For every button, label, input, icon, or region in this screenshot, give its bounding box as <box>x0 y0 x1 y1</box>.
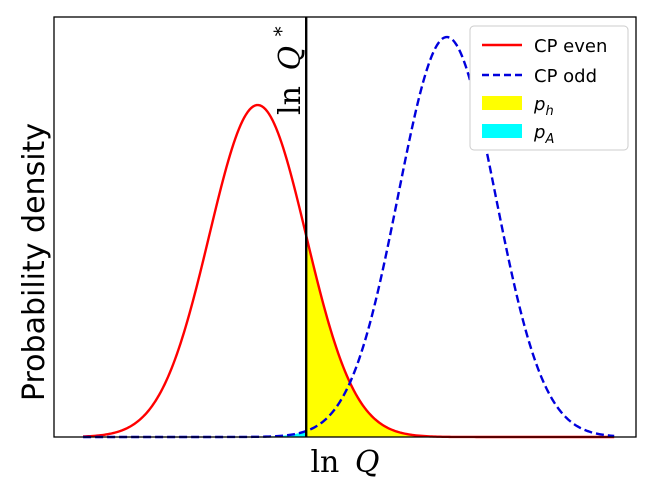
x-axis-label: ln Q <box>310 445 379 480</box>
legend-label-p-a-sub: A <box>544 132 554 147</box>
threshold-label-ln: ln <box>273 86 308 115</box>
x-axis-label-ln: ln <box>310 445 339 480</box>
legend-box <box>469 25 629 151</box>
plot-frame <box>53 16 637 438</box>
legend-label-cp-odd: CP odd <box>534 66 597 87</box>
legend-swatch-p-h <box>482 96 522 110</box>
legend-swatch-p-a <box>482 124 522 138</box>
legend-label-p-a: pA <box>533 122 554 147</box>
legend: CP even CP odd ph pA <box>469 25 629 151</box>
threshold-label: ln Q * <box>269 26 308 115</box>
legend-label-p-h-main: p <box>533 94 545 115</box>
y-axis-label: Probability density <box>17 123 52 401</box>
legend-label-p-h-sub: h <box>545 104 553 119</box>
threshold-label-sup: * <box>269 26 293 36</box>
x-axis-label-var: Q <box>355 445 380 480</box>
threshold-label-var: Q <box>273 46 308 71</box>
legend-label-cp-even: CP even <box>534 36 607 57</box>
legend-label-p-a-main: p <box>533 122 545 143</box>
filled-areas <box>83 235 615 437</box>
area-p-h <box>306 235 615 437</box>
legend-label-p-h: ph <box>533 94 554 119</box>
